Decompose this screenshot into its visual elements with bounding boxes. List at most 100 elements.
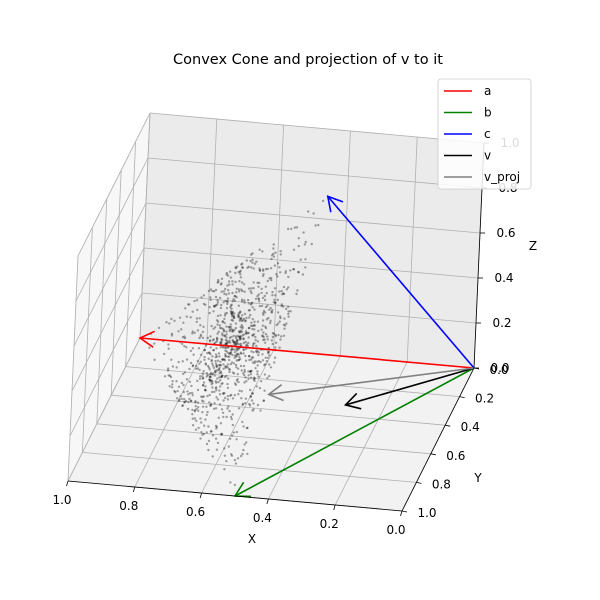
cloud-point [287,286,290,289]
cloud-point [266,356,270,359]
cloud-point [218,366,221,369]
cloud-point [234,326,238,330]
cloud-point [217,369,221,372]
cloud-point [157,326,161,330]
grid-line [143,247,479,279]
cloud-point [224,354,227,358]
cloud-point [234,462,238,465]
cloud-point [222,367,225,370]
cloud-point [247,309,251,312]
grid-line [110,170,122,396]
cloud-point [261,353,264,356]
cloud-point [256,340,260,343]
x-tick-mark [266,498,269,505]
cloud-point [218,403,222,406]
cloud-point [238,280,241,283]
cloud-point [201,372,205,375]
cloud-point [238,338,242,341]
cloud-point [235,291,238,294]
cloud-point [222,415,225,419]
cloud-point [209,335,212,338]
cloud-point [249,376,253,379]
cloud-point [199,417,202,420]
cloud-point [257,293,260,296]
cloud-point [249,290,252,293]
cloud-point [282,323,286,326]
cloud-point [230,328,233,331]
cloud-point [191,424,195,427]
cloud-point [263,311,267,314]
cloud-point [269,366,273,369]
cloud-point [183,398,186,401]
cloud-point [218,363,222,367]
cloud-point [184,307,187,310]
cloud-point [201,377,204,380]
cloud-point [268,363,271,366]
cloud-point [193,409,197,412]
cloud-point [237,407,241,410]
cloud-point [252,351,255,354]
cloud-point [274,294,277,297]
cloud-point [213,290,216,293]
cloud-point [234,295,237,298]
cloud-point [182,321,185,324]
cloud-point [204,303,207,306]
cloud-point [209,288,213,291]
cloud-point [295,226,299,229]
cloud-point [233,341,236,345]
cloud-point [204,363,208,366]
cloud-point [239,337,243,340]
cloud-point [243,312,247,316]
cloud-point [220,375,224,378]
cloud-point [229,304,233,307]
cloud-point [249,324,253,328]
cloud-point [284,270,287,273]
cloud-point [229,348,233,351]
cloud-point [239,334,242,338]
cloud-point [230,453,233,456]
cloud-point [244,319,247,322]
cloud-point [272,332,276,335]
cloud-point [220,433,223,436]
cloud-point [202,400,205,403]
cloud-point [283,317,286,320]
cloud-point [222,346,225,349]
grid-line [141,292,477,324]
cloud-point [232,315,236,318]
cloud-point [228,341,232,344]
cloud-point [211,289,214,293]
cloud-point [231,371,235,374]
cloud-point [210,383,213,386]
cloud-point [198,317,201,320]
cloud-point [262,399,265,402]
cloud-point [183,336,187,340]
cloud-point [232,316,235,320]
cloud-point [242,348,245,351]
cloud-point [255,344,258,348]
cloud-point [217,280,220,283]
cloud-point [222,301,225,304]
cloud-point [239,311,242,314]
cloud-point [223,454,227,457]
cloud-point [310,242,313,246]
cloud-point [253,379,256,382]
cloud-point [180,397,184,400]
cloud-point [256,403,260,407]
cloud-point [295,292,298,296]
cloud-point [297,244,300,248]
cloud-point [219,433,223,436]
cloud-point [227,341,230,344]
cloud-point [223,468,226,471]
cloud-point [258,300,261,303]
cloud-point [181,342,184,346]
cloud-point [187,393,190,396]
cloud-point [299,258,302,261]
cloud-point [224,349,227,352]
cloud-point [189,316,192,319]
cloud-point [263,338,266,341]
cloud-point [242,348,245,352]
cloud-point [265,291,268,295]
cloud-point [227,445,230,448]
cloud-point [271,342,274,346]
